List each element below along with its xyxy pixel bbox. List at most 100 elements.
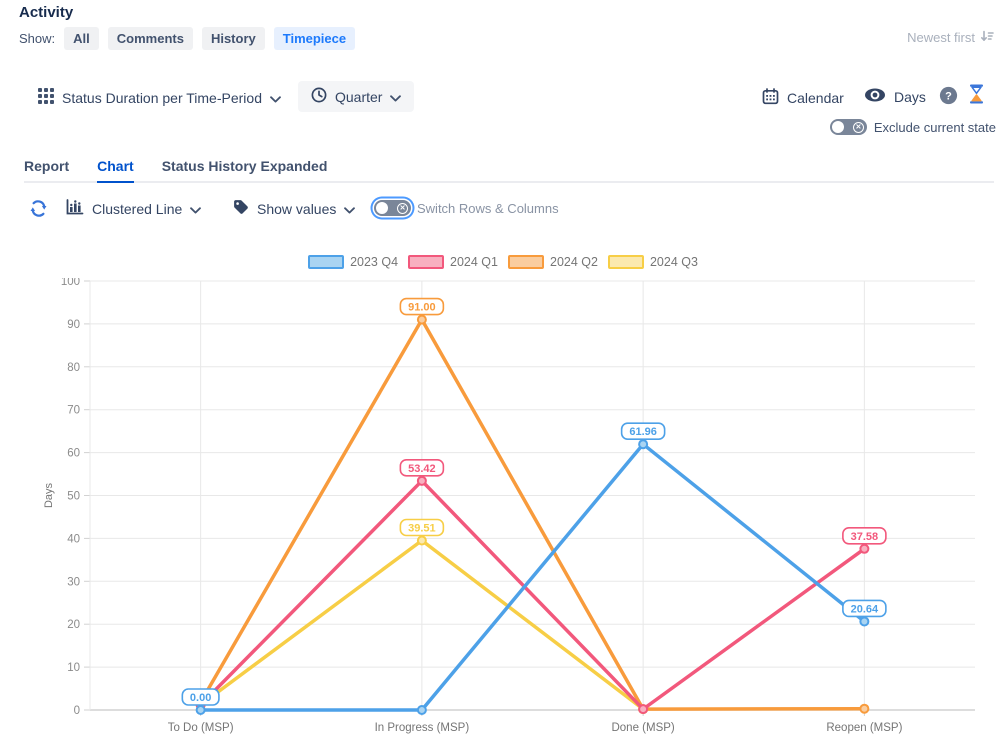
line-series-2023-q4 bbox=[198, 442, 867, 712]
value-label: 20.64 bbox=[851, 603, 879, 615]
view-tabs: Report Chart Status History Expanded bbox=[24, 158, 994, 183]
status-duration-line-chart: 0 10 20 30 40 50 60 70 80 90 100 To Do (MSP) In Prog… bbox=[43, 278, 975, 734]
report-type-label: Status Duration per Time-Period bbox=[62, 89, 262, 106]
exclude-current-state-label: Exclude current state bbox=[873, 119, 996, 135]
chevron-down-icon bbox=[390, 89, 402, 105]
show-values-selector[interactable]: Show values bbox=[233, 199, 356, 218]
x-axis-label: In Progress (MSP) bbox=[375, 722, 470, 734]
display-unit-button[interactable]: Days bbox=[864, 87, 926, 106]
help-button[interactable]: ? bbox=[939, 86, 958, 110]
toggle-x-icon: ✕ bbox=[397, 202, 408, 214]
exclude-current-state-control: ✕ Exclude current state bbox=[829, 119, 996, 135]
refresh-button[interactable] bbox=[29, 199, 48, 223]
exclude-current-state-toggle[interactable]: ✕ bbox=[829, 119, 867, 135]
data-point[interactable] bbox=[638, 439, 649, 450]
tab-report[interactable]: Report bbox=[24, 158, 70, 174]
value-label: 0.00 bbox=[190, 692, 211, 704]
calendar-button[interactable]: Calendar bbox=[762, 88, 844, 108]
chevron-down-icon bbox=[270, 90, 281, 106]
show-values-label: Show values bbox=[257, 200, 337, 217]
bar-chart-icon bbox=[66, 199, 84, 218]
filter-comments-button[interactable]: Comments bbox=[107, 27, 193, 50]
toggle-x-icon: ✕ bbox=[852, 121, 864, 133]
filter-all-button[interactable]: All bbox=[64, 27, 99, 50]
switch-rows-columns-control: ✕ Switch Rows & Columns bbox=[374, 200, 559, 216]
y-tick-label: 60 bbox=[67, 448, 80, 460]
y-tick-label: 80 bbox=[67, 362, 80, 374]
data-point[interactable] bbox=[859, 543, 870, 554]
chevron-down-icon bbox=[190, 201, 202, 217]
legend-label: 2024 Q3 bbox=[649, 255, 698, 269]
y-tick-label: 90 bbox=[67, 319, 80, 331]
legend-label: 2023 Q4 bbox=[350, 255, 399, 269]
value-label: 37.58 bbox=[851, 531, 879, 543]
hourglass-icon bbox=[969, 84, 984, 108]
y-tick-label: 30 bbox=[67, 576, 80, 588]
line-series-2024-q1 bbox=[198, 479, 867, 711]
switch-rows-columns-label: Switch Rows & Columns bbox=[417, 200, 559, 216]
value-label-bubble bbox=[181, 688, 220, 706]
eye-icon bbox=[864, 87, 886, 106]
calendar-button-label: Calendar bbox=[787, 90, 844, 106]
legend-label: 2024 Q2 bbox=[550, 255, 598, 269]
legend-swatch bbox=[607, 255, 644, 269]
tab-status-history-expanded[interactable]: Status History Expanded bbox=[161, 158, 328, 174]
period-selector-label: Quarter bbox=[335, 88, 383, 105]
data-point[interactable] bbox=[416, 314, 427, 325]
tab-chart[interactable]: Chart bbox=[97, 158, 134, 183]
legend-item[interactable]: 2024 Q2 bbox=[508, 255, 598, 269]
data-point[interactable] bbox=[416, 705, 427, 715]
chart-legend: 2023 Q4 2024 Q1 2024 Q2 2024 Q3 bbox=[0, 255, 1006, 269]
question-icon: ? bbox=[939, 86, 958, 109]
tag-icon bbox=[233, 199, 249, 218]
data-point[interactable] bbox=[638, 704, 649, 715]
legend-item[interactable]: 2024 Q1 bbox=[408, 255, 498, 269]
svg-text:?: ? bbox=[945, 90, 952, 102]
y-tick-label: 100 bbox=[61, 278, 80, 288]
chart-type-selector[interactable]: Clustered Line bbox=[66, 199, 202, 218]
chart-type-label: Clustered Line bbox=[92, 200, 183, 217]
y-tick-label: 0 bbox=[74, 705, 80, 717]
value-label: 39.51 bbox=[408, 523, 436, 535]
data-point[interactable] bbox=[195, 705, 206, 715]
x-axis-label: Reopen (MSP) bbox=[826, 722, 902, 734]
toggle-knob bbox=[376, 202, 388, 214]
activity-filter-bar: Show: All Comments History Timepiece bbox=[19, 27, 356, 50]
display-unit-label: Days bbox=[894, 88, 926, 105]
y-tick-label: 20 bbox=[67, 619, 80, 631]
value-label-bubble bbox=[399, 459, 445, 477]
value-label: 53.42 bbox=[408, 463, 436, 475]
show-label: Show: bbox=[19, 31, 56, 46]
x-axis-label: Done (MSP) bbox=[611, 722, 674, 734]
y-tick-label: 40 bbox=[67, 533, 80, 545]
data-point[interactable] bbox=[416, 475, 427, 486]
legend-item[interactable]: 2024 Q3 bbox=[607, 255, 698, 269]
refresh-icon bbox=[29, 200, 48, 222]
page-title: Activity bbox=[19, 4, 74, 21]
report-type-selector[interactable]: Status Duration per Time-Period bbox=[38, 88, 281, 107]
hourglass-button[interactable] bbox=[969, 84, 984, 109]
filter-timepiece-button[interactable]: Timepiece bbox=[273, 27, 356, 50]
value-label: 91.00 bbox=[408, 302, 436, 314]
value-label-bubble bbox=[842, 526, 887, 545]
switch-rows-columns-toggle[interactable]: ✕ bbox=[374, 200, 411, 216]
value-label-bubble bbox=[620, 422, 666, 440]
data-point[interactable] bbox=[416, 535, 427, 546]
legend-swatch bbox=[308, 255, 345, 269]
sort-order-label: Newest first bbox=[907, 30, 975, 45]
legend-swatch bbox=[408, 255, 445, 269]
y-axis-title: Days bbox=[43, 482, 55, 508]
sort-order-control[interactable]: Newest first bbox=[907, 29, 994, 46]
period-selector[interactable]: Quarter bbox=[298, 81, 415, 112]
filter-history-button[interactable]: History bbox=[201, 27, 265, 50]
line-series-2024-q2 bbox=[198, 317, 867, 711]
value-label-bubble bbox=[399, 518, 445, 537]
toggle-knob bbox=[831, 121, 844, 133]
data-point[interactable] bbox=[859, 616, 870, 627]
chevron-down-icon bbox=[344, 201, 356, 217]
legend-swatch bbox=[508, 255, 544, 269]
legend-item[interactable]: 2023 Q4 bbox=[308, 255, 398, 269]
value-label-bubble bbox=[842, 599, 887, 618]
data-point[interactable] bbox=[859, 703, 870, 714]
